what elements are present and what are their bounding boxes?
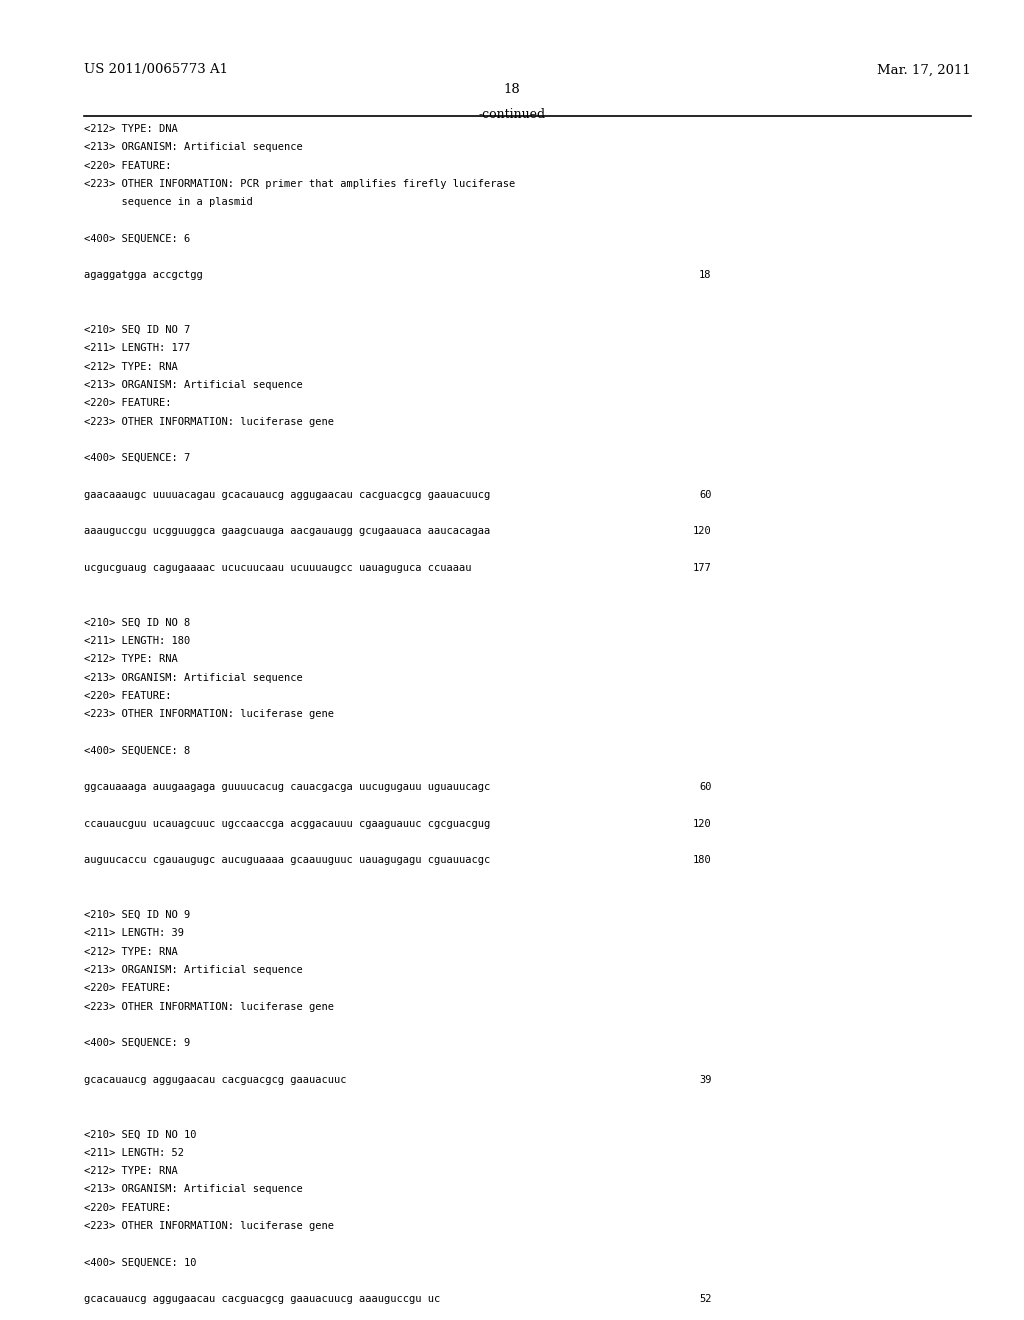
Text: 39: 39 [699,1074,712,1085]
Text: <213> ORGANISM: Artificial sequence: <213> ORGANISM: Artificial sequence [84,143,303,152]
Text: gcacauaucg aggugaacau cacguacgcg gaauacuucg aaauguccgu uc: gcacauaucg aggugaacau cacguacgcg gaauacu… [84,1294,440,1304]
Text: <400> SEQUENCE: 8: <400> SEQUENCE: 8 [84,746,190,755]
Text: 60: 60 [699,490,712,500]
Text: <213> ORGANISM: Artificial sequence: <213> ORGANISM: Artificial sequence [84,673,303,682]
Text: <220> FEATURE:: <220> FEATURE: [84,399,171,408]
Text: sequence in a plasmid: sequence in a plasmid [84,197,253,207]
Text: US 2011/0065773 A1: US 2011/0065773 A1 [84,63,228,77]
Text: <212> TYPE: RNA: <212> TYPE: RNA [84,1166,178,1176]
Text: <400> SEQUENCE: 9: <400> SEQUENCE: 9 [84,1039,190,1048]
Text: 18: 18 [699,271,712,280]
Text: 52: 52 [699,1294,712,1304]
Text: ccauaucguu ucauagcuuc ugccaaccga acggacauuu cgaaguauuc cgcguacgug: ccauaucguu ucauagcuuc ugccaaccga acggaca… [84,818,490,829]
Text: <211> LENGTH: 180: <211> LENGTH: 180 [84,636,190,645]
Text: 180: 180 [693,855,712,866]
Text: <211> LENGTH: 39: <211> LENGTH: 39 [84,928,184,939]
Text: <400> SEQUENCE: 6: <400> SEQUENCE: 6 [84,234,190,244]
Text: agaggatgga accgctgg: agaggatgga accgctgg [84,271,203,280]
Text: <212> TYPE: RNA: <212> TYPE: RNA [84,655,178,664]
Text: <220> FEATURE:: <220> FEATURE: [84,1203,171,1213]
Text: <220> FEATURE:: <220> FEATURE: [84,983,171,994]
Text: ucgucguaug cagugaaaac ucucuucaau ucuuuaugcc uauaguguca ccuaaau: ucgucguaug cagugaaaac ucucuucaau ucuuuau… [84,562,471,573]
Text: auguucaccu cgauaugugc aucuguaaaa gcaauuguuc uauagugagu cguauuacgc: auguucaccu cgauaugugc aucuguaaaa gcaauug… [84,855,490,866]
Text: <220> FEATURE:: <220> FEATURE: [84,161,171,170]
Text: <210> SEQ ID NO 8: <210> SEQ ID NO 8 [84,618,190,628]
Text: <223> OTHER INFORMATION: luciferase gene: <223> OTHER INFORMATION: luciferase gene [84,709,334,719]
Text: 120: 120 [693,818,712,829]
Text: 177: 177 [693,562,712,573]
Text: <210> SEQ ID NO 10: <210> SEQ ID NO 10 [84,1130,197,1139]
Text: <400> SEQUENCE: 7: <400> SEQUENCE: 7 [84,453,190,463]
Text: aaauguccgu ucgguuggca gaagcuauga aacgauaugg gcugaauaca aaucacagaa: aaauguccgu ucgguuggca gaagcuauga aacgaua… [84,527,490,536]
Text: gaacaaaugc uuuuacagau gcacauaucg aggugaacau cacguacgcg gaauacuucg: gaacaaaugc uuuuacagau gcacauaucg aggugaa… [84,490,490,500]
Text: <223> OTHER INFORMATION: PCR primer that amplifies firefly luciferase: <223> OTHER INFORMATION: PCR primer that… [84,180,515,189]
Text: 60: 60 [699,783,712,792]
Text: <210> SEQ ID NO 7: <210> SEQ ID NO 7 [84,325,190,335]
Text: -continued: -continued [478,108,546,121]
Text: <213> ORGANISM: Artificial sequence: <213> ORGANISM: Artificial sequence [84,965,303,975]
Text: <212> TYPE: RNA: <212> TYPE: RNA [84,946,178,957]
Text: <400> SEQUENCE: 10: <400> SEQUENCE: 10 [84,1258,197,1267]
Text: <210> SEQ ID NO 9: <210> SEQ ID NO 9 [84,911,190,920]
Text: <211> LENGTH: 52: <211> LENGTH: 52 [84,1148,184,1158]
Text: 18: 18 [504,83,520,96]
Text: <212> TYPE: RNA: <212> TYPE: RNA [84,362,178,372]
Text: 120: 120 [693,527,712,536]
Text: <223> OTHER INFORMATION: luciferase gene: <223> OTHER INFORMATION: luciferase gene [84,1221,334,1232]
Text: <212> TYPE: DNA: <212> TYPE: DNA [84,124,178,135]
Text: gcacauaucg aggugaacau cacguacgcg gaauacuuc: gcacauaucg aggugaacau cacguacgcg gaauacu… [84,1074,346,1085]
Text: Mar. 17, 2011: Mar. 17, 2011 [877,63,971,77]
Text: <223> OTHER INFORMATION: luciferase gene: <223> OTHER INFORMATION: luciferase gene [84,417,334,426]
Text: <223> OTHER INFORMATION: luciferase gene: <223> OTHER INFORMATION: luciferase gene [84,1002,334,1011]
Text: <213> ORGANISM: Artificial sequence: <213> ORGANISM: Artificial sequence [84,1184,303,1195]
Text: <220> FEATURE:: <220> FEATURE: [84,690,171,701]
Text: <213> ORGANISM: Artificial sequence: <213> ORGANISM: Artificial sequence [84,380,303,389]
Text: <211> LENGTH: 177: <211> LENGTH: 177 [84,343,190,354]
Text: ggcauaaaga auugaagaga guuuucacug cauacgacga uucugugauu uguauucagc: ggcauaaaga auugaagaga guuuucacug cauacga… [84,783,490,792]
